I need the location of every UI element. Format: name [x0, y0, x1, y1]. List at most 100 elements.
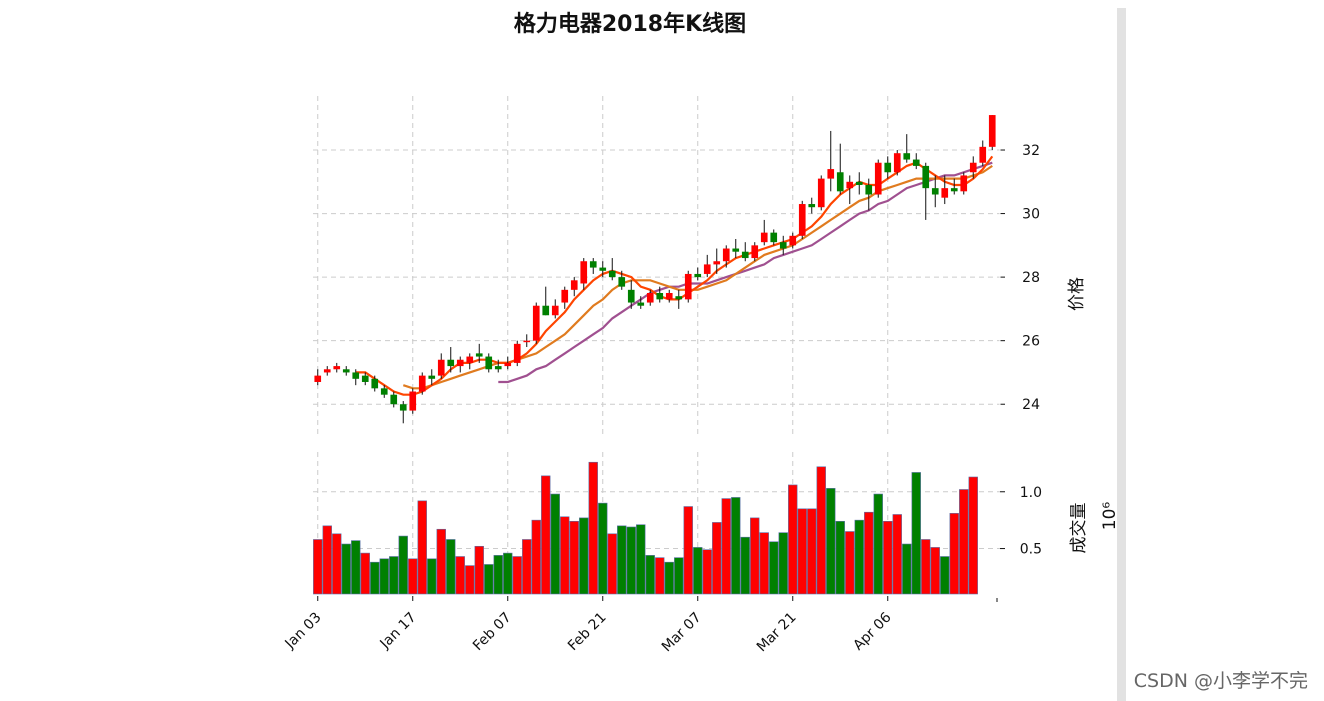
candle-body: [371, 378, 379, 389]
candle-body: [865, 184, 873, 195]
volume-bar: [484, 564, 494, 595]
volume-tick-label: 1.0: [1020, 485, 1042, 501]
x-tick-label: Mar 21: [754, 610, 800, 656]
candle-body: [950, 188, 958, 192]
volume-bar: [683, 506, 693, 595]
x-tick-label: Feb 21: [565, 610, 610, 655]
candle-body: [703, 264, 711, 274]
price-tick-label: 32: [1022, 143, 1040, 159]
candle-body: [732, 248, 740, 252]
volume-bar: [474, 545, 484, 595]
volume-bar: [845, 531, 855, 595]
candle-body: [846, 181, 854, 189]
volume-bar: [759, 532, 769, 595]
volume-bar: [436, 528, 446, 595]
candle-body: [428, 375, 436, 379]
volume-bar: [493, 555, 503, 595]
volume-bar: [512, 556, 522, 595]
candle-body: [827, 169, 835, 179]
volume-bar: [617, 525, 627, 595]
volume-bar: [398, 535, 408, 595]
volume-bar: [408, 558, 418, 595]
volume-bar: [645, 555, 655, 595]
candle-body: [836, 172, 844, 192]
candle-body: [988, 115, 996, 147]
candle-body: [884, 162, 892, 173]
volume-bar: [883, 520, 893, 595]
volume-bar: [721, 498, 731, 595]
volume-bar: [332, 533, 342, 595]
price-tick-label: 30: [1022, 207, 1040, 223]
volume-bar: [313, 539, 323, 595]
ma-short-line: [355, 155, 994, 396]
volume-scale-label: 10⁶: [1100, 502, 1120, 531]
volume-bar: [664, 561, 674, 595]
x-tick-label: Jan 03: [282, 610, 325, 653]
candle-body: [751, 245, 759, 259]
candle-body: [570, 280, 578, 290]
volume-bar: [417, 500, 427, 595]
volume-bar: [455, 556, 465, 595]
candle-body: [418, 375, 426, 392]
volume-bar: [816, 466, 826, 595]
candle-body: [618, 277, 626, 287]
volume-bar: [427, 558, 437, 595]
volume-bar: [731, 497, 741, 595]
volume-bar: [503, 552, 513, 595]
candle-body: [542, 305, 550, 316]
volume-bar: [864, 511, 874, 595]
volume-bar: [588, 461, 598, 595]
volume-bar: [626, 526, 636, 595]
candle-body: [409, 391, 417, 411]
candle-body: [599, 267, 607, 271]
candle-body: [931, 188, 939, 195]
volume-bar: [930, 547, 940, 595]
volume-bar: [389, 556, 399, 595]
candle-body: [475, 353, 483, 357]
volume-bar: [949, 513, 959, 595]
candle-body: [466, 356, 474, 363]
price-axis-label: 价格: [1067, 277, 1087, 311]
candle-body: [437, 359, 445, 376]
volume-bar: [636, 524, 646, 595]
volume-bar: [446, 539, 456, 595]
x-tick-label: Feb 07: [470, 610, 515, 655]
volume-tick-label: 0.5: [1020, 542, 1042, 558]
chart-title: 格力电器2018年K线图: [513, 12, 747, 37]
volume-bar: [712, 522, 722, 595]
candle-body: [637, 302, 645, 306]
candle-body: [665, 293, 673, 300]
volume-bar: [674, 557, 684, 595]
candle-body: [893, 153, 901, 173]
volume-bar: [541, 475, 551, 595]
candle-body: [380, 388, 388, 395]
volume-bar: [921, 539, 931, 595]
volume-bar: [769, 541, 779, 595]
candle-body: [523, 340, 531, 343]
candle-body: [817, 178, 825, 208]
volume-bar: [522, 539, 532, 595]
volume-bar: [911, 472, 921, 595]
candle-body: [960, 175, 968, 192]
candle-body: [694, 273, 702, 278]
candle-body: [333, 366, 341, 370]
candle-body: [855, 181, 863, 185]
candle-body: [656, 293, 664, 300]
volume-bar: [531, 519, 541, 595]
volume-bar: [854, 519, 864, 595]
candle-body: [361, 375, 369, 382]
candle-body: [494, 366, 502, 370]
candle-body: [589, 261, 597, 268]
x-tick-label: Apr 06: [850, 609, 894, 653]
page-scrollbar[interactable]: [1117, 8, 1126, 701]
volume-bar: [370, 561, 380, 595]
candle-body: [903, 153, 911, 160]
x-tick-label: Mar 07: [659, 610, 705, 656]
volume-bar: [598, 502, 608, 595]
volume-axis-label: 成交量: [1069, 503, 1089, 554]
candle-body: [912, 159, 920, 166]
volume-bar: [379, 558, 389, 595]
volume-bar: [940, 556, 950, 595]
candle-body: [627, 289, 635, 303]
